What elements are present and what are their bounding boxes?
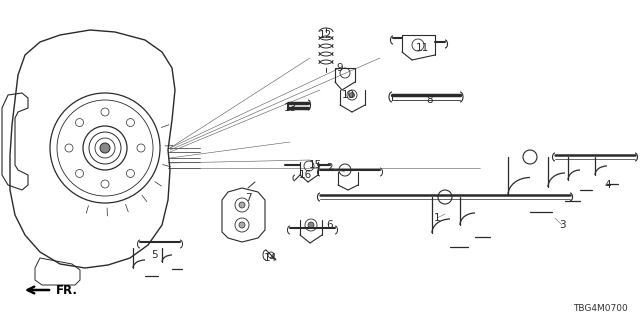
Circle shape [239, 222, 245, 228]
Text: 9: 9 [337, 63, 343, 73]
Text: 1: 1 [434, 213, 440, 223]
Text: 8: 8 [427, 95, 433, 105]
Text: 6: 6 [326, 220, 333, 230]
Text: TBG4M0700: TBG4M0700 [573, 304, 628, 313]
Text: 5: 5 [152, 250, 158, 260]
Text: 16: 16 [298, 170, 312, 180]
Text: 2: 2 [326, 163, 333, 173]
Circle shape [239, 202, 245, 208]
Text: 13: 13 [284, 103, 296, 113]
Text: FR.: FR. [56, 284, 78, 297]
Text: 14: 14 [264, 253, 276, 263]
Text: 12: 12 [318, 30, 332, 40]
Circle shape [349, 92, 355, 98]
Text: 10: 10 [341, 90, 355, 100]
Text: 4: 4 [605, 180, 611, 190]
Text: 11: 11 [415, 43, 429, 53]
Circle shape [100, 143, 110, 153]
Text: 3: 3 [559, 220, 565, 230]
Circle shape [308, 222, 314, 228]
Text: 7: 7 [244, 193, 252, 203]
Text: 15: 15 [308, 160, 322, 170]
